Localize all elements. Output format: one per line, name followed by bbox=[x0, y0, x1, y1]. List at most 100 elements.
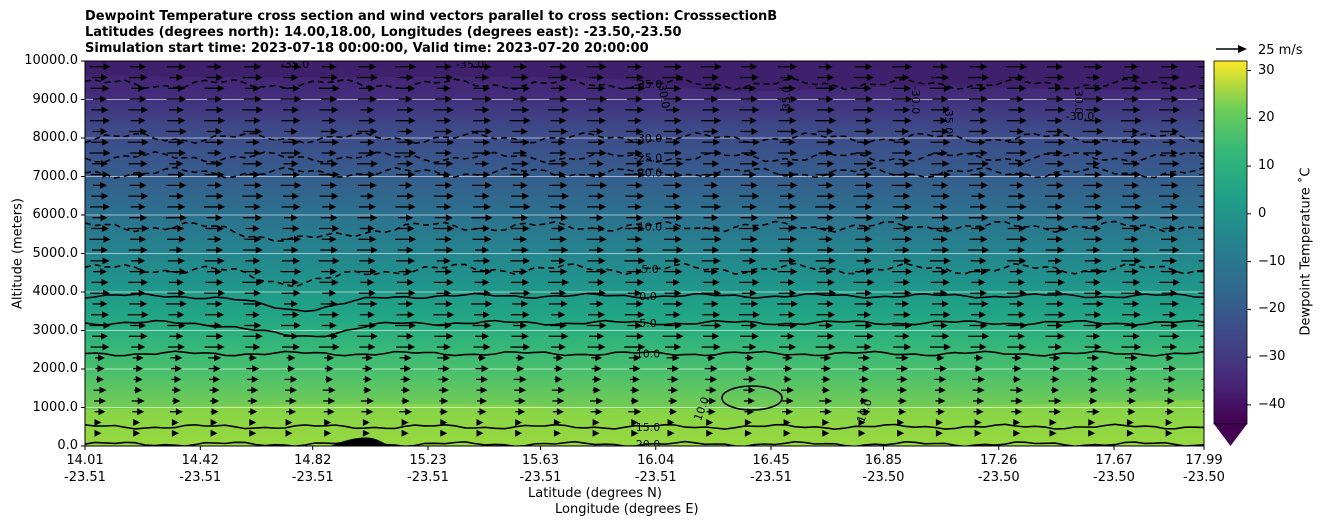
wind-vector bbox=[1084, 289, 1103, 297]
wind-vector bbox=[90, 84, 110, 92]
wind-vector bbox=[358, 203, 376, 211]
wind-vector bbox=[816, 278, 835, 286]
wind-vector bbox=[1083, 149, 1103, 157]
wind-vector bbox=[282, 224, 300, 232]
wind-vector bbox=[858, 429, 866, 437]
wind-vector bbox=[627, 289, 642, 297]
wind-vector bbox=[397, 278, 415, 286]
wind-vector bbox=[1083, 95, 1104, 103]
wind-vector bbox=[1009, 214, 1025, 222]
wind-vector bbox=[932, 321, 948, 329]
wind-vector bbox=[474, 192, 490, 200]
wind-vector bbox=[856, 171, 872, 179]
wind-vector bbox=[817, 160, 835, 168]
wind-vector bbox=[818, 181, 834, 189]
wind-vector bbox=[857, 311, 871, 319]
wind-vector bbox=[321, 181, 338, 189]
wind-vector bbox=[210, 419, 218, 427]
wind-vector bbox=[892, 149, 913, 157]
wind-vector bbox=[89, 63, 111, 71]
wind-vector bbox=[286, 408, 296, 416]
wind-vector bbox=[816, 311, 836, 319]
wind-vector bbox=[815, 203, 837, 211]
wind-vector bbox=[738, 224, 760, 232]
wind-vector bbox=[589, 246, 605, 254]
wind-vector bbox=[283, 192, 299, 200]
wind-vector bbox=[1164, 397, 1175, 405]
wind-vector bbox=[625, 160, 644, 168]
wind-vector bbox=[434, 300, 453, 308]
contour-line bbox=[85, 262, 1204, 288]
wind-vector bbox=[512, 214, 529, 222]
wind-vector bbox=[474, 278, 490, 286]
wind-vector bbox=[893, 224, 911, 232]
colorbar-label: Dewpoint Temperature ˚C bbox=[1298, 167, 1314, 336]
wind-vector bbox=[853, 106, 875, 114]
wind-vector bbox=[1006, 203, 1027, 211]
wind-vector bbox=[816, 106, 835, 114]
contour-line bbox=[85, 166, 1204, 179]
wind-vector bbox=[398, 181, 413, 189]
wind-vector bbox=[549, 268, 568, 276]
wind-vector bbox=[968, 160, 990, 168]
wind-vector bbox=[1012, 365, 1022, 373]
wind-vector bbox=[548, 160, 569, 168]
wind-vector bbox=[777, 181, 798, 189]
colorbar-tick-label: 30 bbox=[1258, 62, 1275, 78]
x-tick-label: 17.26 -23.50 bbox=[977, 453, 1020, 485]
wind-vector bbox=[590, 397, 604, 405]
wind-vector bbox=[204, 117, 226, 125]
wind-vector bbox=[322, 203, 337, 211]
wind-vector bbox=[1201, 389, 1204, 391]
wind-vector bbox=[205, 311, 225, 319]
wind-vector bbox=[478, 354, 486, 362]
wind-vector bbox=[782, 354, 793, 362]
wind-vector bbox=[700, 235, 722, 243]
wind-vector bbox=[133, 429, 141, 437]
wind-vector bbox=[668, 397, 678, 405]
wind-vector bbox=[857, 224, 871, 232]
wind-vector bbox=[401, 397, 410, 405]
terrain bbox=[330, 437, 390, 446]
wind-vector bbox=[854, 332, 874, 340]
wind-vector bbox=[242, 106, 264, 114]
wind-vector bbox=[664, 203, 682, 211]
wind-vector bbox=[128, 246, 148, 254]
wind-vector bbox=[892, 289, 912, 297]
contour-label: -30.0 bbox=[909, 86, 922, 114]
wind-vector bbox=[969, 321, 988, 329]
wind-vector bbox=[512, 181, 528, 189]
wind-vector bbox=[285, 419, 293, 427]
contour-label: 5.0 bbox=[639, 317, 657, 330]
wind-vector bbox=[1198, 87, 1204, 89]
wind-vector bbox=[701, 117, 722, 125]
wind-vector bbox=[626, 127, 644, 135]
wind-vector bbox=[780, 106, 796, 114]
wind-vector bbox=[130, 149, 147, 157]
wind-vector bbox=[356, 74, 378, 82]
wind-vector bbox=[703, 246, 720, 254]
wind-vector bbox=[94, 429, 102, 437]
wind-vector bbox=[816, 138, 836, 146]
wind-vector bbox=[167, 343, 185, 351]
wind-vector bbox=[780, 192, 796, 200]
wind-vector bbox=[475, 365, 489, 373]
wind-vector bbox=[208, 354, 222, 362]
wind-vector bbox=[476, 419, 484, 427]
wind-vector bbox=[930, 224, 951, 232]
wind-vector bbox=[244, 63, 262, 71]
x-axis-label: Latitude (degrees N) bbox=[528, 486, 662, 501]
wind-vector bbox=[324, 419, 332, 427]
wind-vector bbox=[778, 149, 798, 157]
wind-vector bbox=[935, 408, 945, 416]
wind-vector bbox=[436, 84, 451, 92]
wind-vector bbox=[817, 332, 835, 340]
wind-vector bbox=[129, 127, 148, 135]
wind-vector bbox=[1121, 343, 1142, 351]
contour-line bbox=[85, 150, 1204, 164]
wind-vector bbox=[933, 203, 948, 211]
wind-vector bbox=[207, 181, 223, 189]
wind-vector bbox=[242, 192, 264, 200]
colorbar-tick-label: −40 bbox=[1258, 396, 1286, 412]
wind-vector bbox=[822, 419, 830, 427]
